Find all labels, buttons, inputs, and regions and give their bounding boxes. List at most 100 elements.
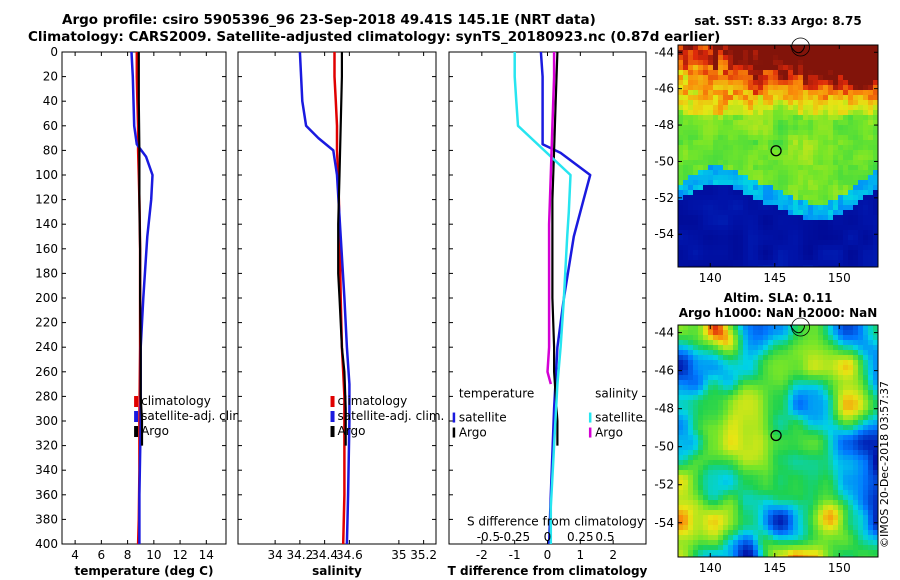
x-tick-label: 34.6 xyxy=(336,548,363,562)
y-tick-label: 400 xyxy=(35,537,58,551)
lat-tick-label: -54 xyxy=(654,227,674,241)
legend-entry: satellite-adj. clim. xyxy=(338,409,445,423)
series-line-red xyxy=(333,52,346,545)
lat-tick-label: -48 xyxy=(654,402,674,416)
y-tick-label: 140 xyxy=(35,217,58,231)
legend-title-salinity: salinity xyxy=(595,387,638,401)
y-tick-label: 260 xyxy=(35,365,58,379)
lat-tick-label: -50 xyxy=(654,154,674,168)
y-tick-label: 0 xyxy=(50,45,58,59)
legend-entry: Argo xyxy=(595,426,623,440)
x-axis-label: T difference from climatology xyxy=(448,564,648,578)
argo-position-marker xyxy=(770,429,782,442)
legend-swatch xyxy=(330,396,335,408)
top-tick-label: -0.5 xyxy=(477,530,500,544)
legend-swatch xyxy=(134,426,139,438)
series-line-blue xyxy=(130,51,154,544)
legend-entry: climatology xyxy=(338,394,408,408)
top-axis-label: S difference from climatology xyxy=(467,514,644,528)
lon-tick-label: 150 xyxy=(828,271,851,285)
legend-title-temperature: temperature xyxy=(459,387,534,401)
y-tick-label: 240 xyxy=(35,340,58,354)
sst_map-panel: -44 -46 -48 -50 -52 -54 140 145 150 sat. SST: 8.3… xyxy=(654,14,879,285)
legend-entry: satellite xyxy=(459,411,507,425)
argo-position-marker xyxy=(770,145,782,157)
x-axis-label: temperature (deg C) xyxy=(75,564,214,578)
lon-tick-label: 150 xyxy=(828,561,851,575)
sst-map-title: sat. SST: 8.33 Argo: 8.75 xyxy=(694,14,861,28)
legend-entry: climatology xyxy=(141,394,211,408)
y-tick-label: 80 xyxy=(43,143,58,157)
series-line-black xyxy=(337,52,347,446)
coastline-circle xyxy=(791,37,810,57)
y-tick-label: 200 xyxy=(35,291,58,305)
legend-entry: Argo xyxy=(141,424,169,438)
series-line-blue xyxy=(539,51,592,545)
coastline-circle xyxy=(791,317,810,337)
x-axis-label: salinity xyxy=(312,564,362,578)
sla-map-title-line2: Argo h1000: NaN h2000: NaN xyxy=(679,306,878,320)
sla_map-frame xyxy=(677,324,879,558)
y-tick-label: 40 xyxy=(43,94,58,108)
lon-tick-label: 145 xyxy=(763,561,786,575)
lat-tick-label: -52 xyxy=(654,478,674,492)
y-tick-label: 20 xyxy=(43,70,58,84)
difference-panel: -2 -1 0 1 2 T difference from climatology temp… xyxy=(448,51,648,578)
x-tick-label: 34 xyxy=(267,548,282,562)
legend-entry: satellite xyxy=(595,411,643,425)
y-tick-label: 340 xyxy=(35,463,58,477)
y-tick-label: 360 xyxy=(35,488,58,502)
sst_map-field xyxy=(678,45,878,267)
x-tick-label: 34.2 xyxy=(287,548,314,562)
top-tick-label: -0.25 xyxy=(499,530,530,544)
y-tick-label: 100 xyxy=(35,168,58,182)
x-tick-label: 4 xyxy=(71,548,79,562)
x-tick-label: 0 xyxy=(544,548,552,562)
lon-tick-label: 140 xyxy=(699,561,722,575)
y-tick-label: 120 xyxy=(35,193,58,207)
x-tick-label: 35 xyxy=(391,548,406,562)
x-tick-label: 2 xyxy=(609,548,617,562)
legend-entry: satellite-adj. clim. xyxy=(141,409,248,423)
top-tick-label: 0 xyxy=(544,530,552,544)
figure-title-line2: Climatology: CARS2009. Satellite-adjuste… xyxy=(28,29,721,45)
temperature-panel: 0 20 40 60 80 100 120 140 160 180 200 220 240 260 280 3… xyxy=(35,45,248,578)
x-tick-label: -1 xyxy=(509,548,521,562)
legend-swatch xyxy=(134,411,139,423)
x-tick-label: 12 xyxy=(172,548,187,562)
coastline xyxy=(789,44,805,54)
sla_map-panel: -44 -46 -48 -50 -52 -54 140 145 150 Altim. SLA: 0… xyxy=(654,291,879,575)
x-tick-label: 8 xyxy=(124,548,132,562)
top-tick-label: 0.25 xyxy=(567,530,594,544)
lat-tick-label: -46 xyxy=(654,364,674,378)
sla-map-title-line1: Altim. SLA: 0.11 xyxy=(724,291,833,305)
lat-tick-label: -48 xyxy=(654,118,674,132)
legend-swatch xyxy=(330,411,335,423)
x-tick-label: 6 xyxy=(98,548,106,562)
y-tick-label: 280 xyxy=(35,389,58,403)
lon-tick-label: 145 xyxy=(763,271,786,285)
sst_map-frame xyxy=(677,44,879,268)
lat-tick-label: -44 xyxy=(654,326,674,340)
legend-swatch xyxy=(134,396,139,408)
lat-tick-label: -46 xyxy=(654,82,674,96)
y-tick-label: 320 xyxy=(35,439,58,453)
series-line-cyan xyxy=(513,52,572,544)
legend-entry: Argo xyxy=(338,424,366,438)
lat-tick-label: -52 xyxy=(654,191,674,205)
legend-entry: Argo xyxy=(459,426,487,440)
imos-timestamp: ©IMOS 20-Dec-2018 03:57:37 xyxy=(878,381,891,548)
series-line-black xyxy=(137,52,144,446)
lat-tick-label: -50 xyxy=(654,440,674,454)
legend-swatch xyxy=(330,426,335,438)
lon-tick-label: 140 xyxy=(699,271,722,285)
coastline xyxy=(789,324,805,334)
lat-tick-label: -54 xyxy=(654,516,674,530)
sla_map-field xyxy=(678,325,878,557)
top-tick-label: 0.5 xyxy=(595,530,614,544)
x-tick-label: 35.2 xyxy=(410,548,437,562)
y-tick-label: 180 xyxy=(35,266,58,280)
x-tick-label: 34.4 xyxy=(311,548,338,562)
y-tick-label: 380 xyxy=(35,512,58,526)
x-tick-label: 10 xyxy=(146,548,161,562)
